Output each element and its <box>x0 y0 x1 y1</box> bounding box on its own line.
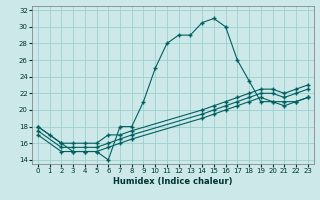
X-axis label: Humidex (Indice chaleur): Humidex (Indice chaleur) <box>113 177 233 186</box>
